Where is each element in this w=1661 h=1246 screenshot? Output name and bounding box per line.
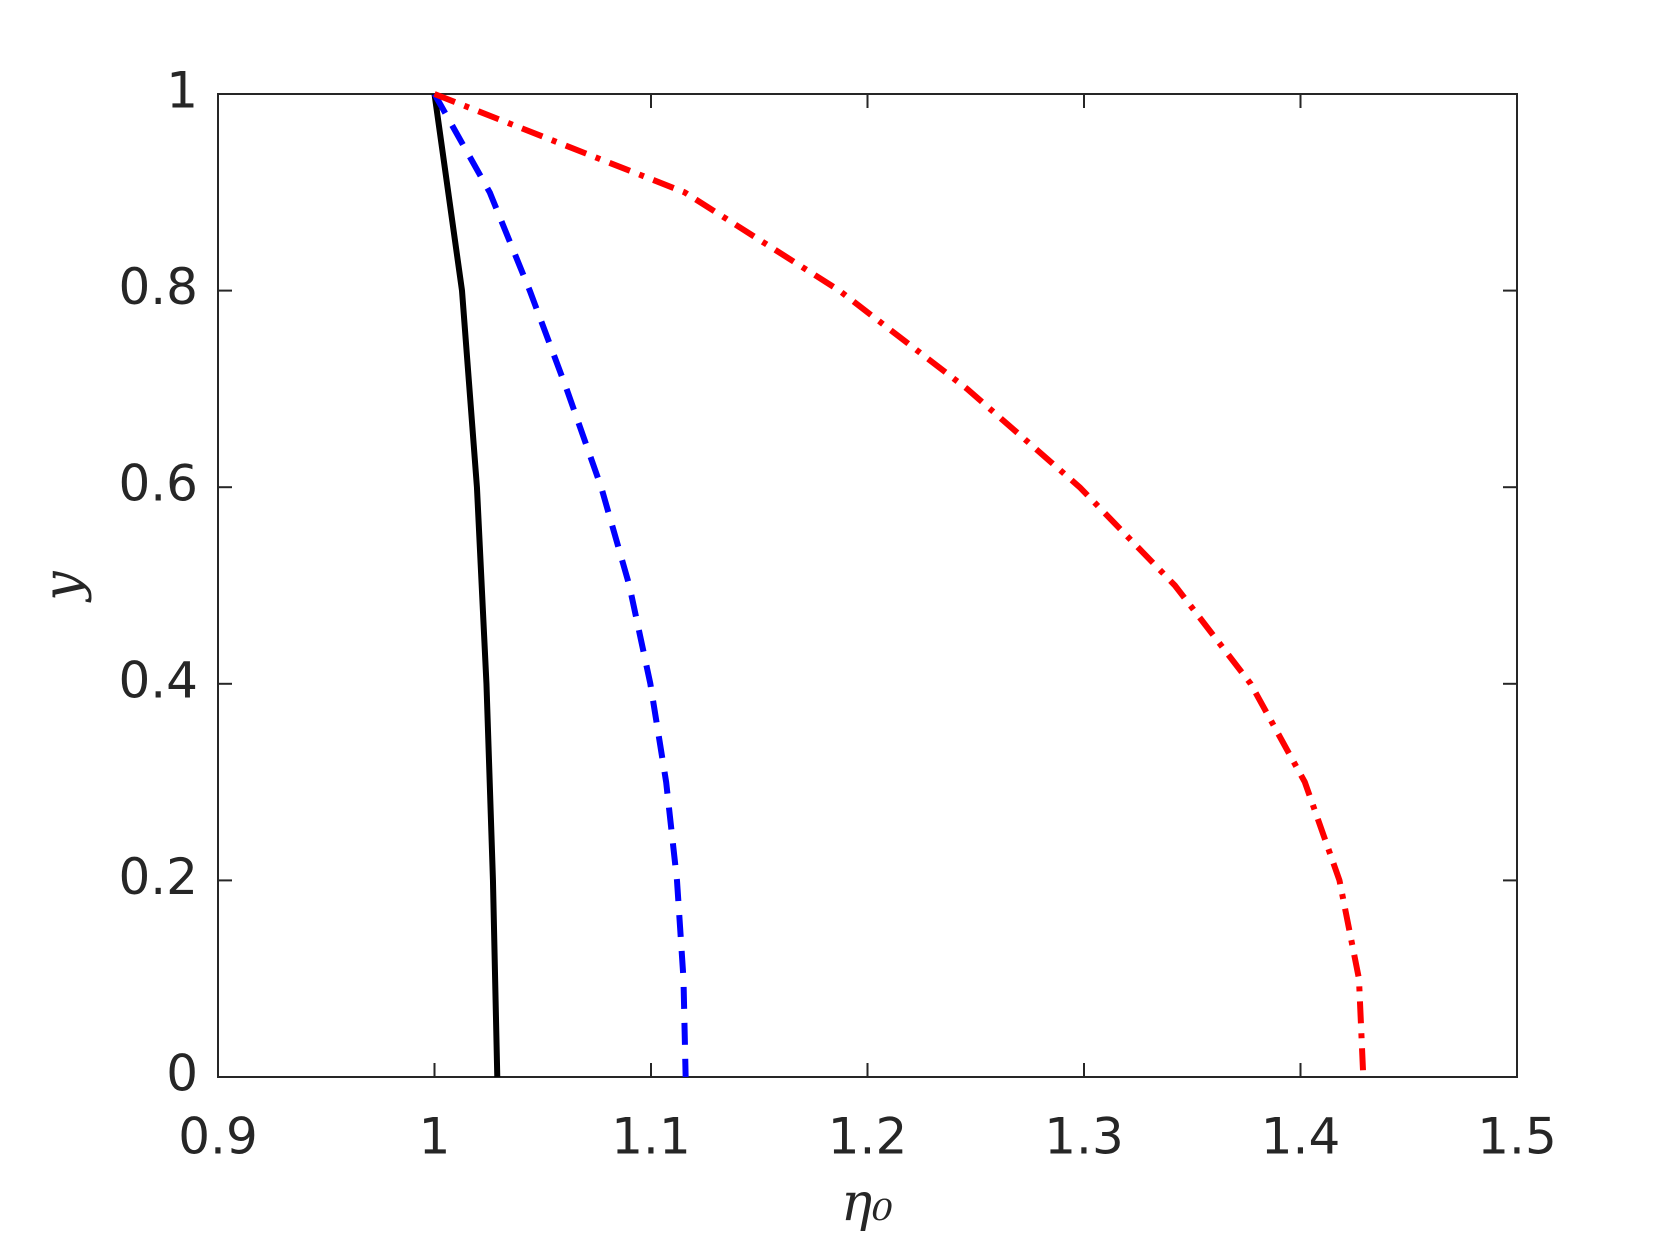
x-tick-label: 1.4	[1261, 1108, 1341, 1166]
series-line	[431, 92, 689, 1078]
plot-area	[217, 93, 1518, 1078]
x-tick-label: 1	[419, 1108, 451, 1166]
y-tick-label: 0.2	[118, 848, 198, 906]
y-tick-label: 1	[166, 62, 198, 120]
x-tick-label: 0.9	[178, 1108, 258, 1166]
y-tick-label: 0.4	[118, 651, 198, 709]
y-tick-label: 0.6	[118, 455, 198, 513]
y-tick-label: 0.8	[118, 258, 198, 316]
x-tick-label: 1.2	[828, 1108, 908, 1166]
x-tick-label: 1.3	[1044, 1108, 1124, 1166]
x-axis-label: η₀	[841, 1173, 893, 1233]
series-line	[433, 91, 1367, 1078]
x-tick-label: 1.5	[1477, 1108, 1557, 1166]
x-tick-label: 1.1	[611, 1108, 691, 1166]
y-tick-label: 0	[166, 1045, 198, 1103]
series-line	[431, 93, 501, 1078]
y-axis-label: y	[33, 571, 93, 603]
